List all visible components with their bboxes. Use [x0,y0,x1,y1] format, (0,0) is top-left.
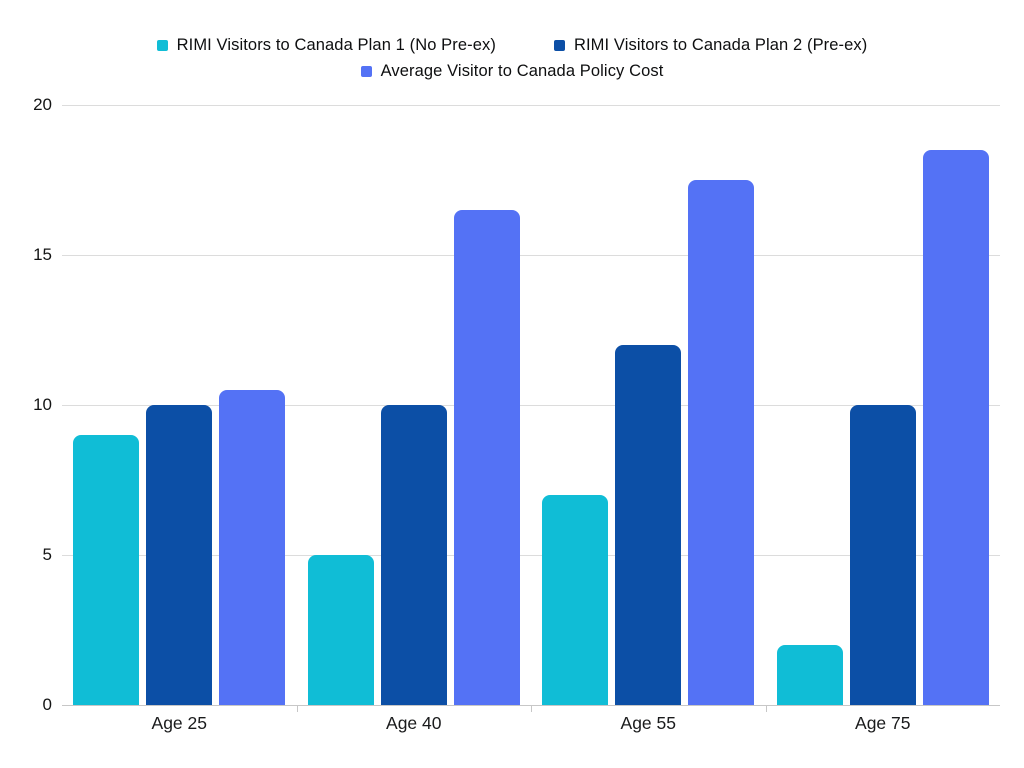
x-axis-tick [765,705,767,712]
gridline-y-10 [62,405,1000,406]
x-axis: Age 25 Age 40 Age 55 Age 75 [62,705,1000,745]
legend-label: RIMI Visitors to Canada Plan 2 (Pre-ex) [573,36,868,54]
x-tick-label-age-25: Age 25 [151,713,207,733]
x-axis-tick [296,705,298,712]
bar-series-1-age-25 [73,435,140,705]
bar-series-2-age-75 [849,405,916,705]
gridline-y-20 [62,105,1000,106]
bar-series-3-age-55 [688,180,755,705]
bar-series-1-age-55 [542,495,609,705]
legend-label: Average Visitor to Canada Policy Cost [380,62,664,80]
y-tick-label-20: 20 [33,95,52,114]
y-tick-label-0: 0 [42,695,52,714]
x-tick-label-age-75: Age 75 [855,713,911,733]
bar-series-3-age-25 [219,390,286,705]
bar-group-age-40 [297,105,532,705]
legend-item-series-2: RIMI Visitors to Canada Plan 2 (Pre-ex) [553,36,868,55]
bar-series-3-age-75 [922,150,989,705]
y-tick-label-10: 10 [33,395,52,414]
legend-swatch-icon [156,40,168,51]
bar-series-2-age-40 [380,405,447,705]
legend-swatch-icon [360,66,372,77]
plot-area [62,105,1000,706]
gridline-y-15 [62,255,1000,256]
y-tick-label-5: 5 [42,545,52,564]
bar-group-age-75 [766,105,1001,705]
chart-legend: RIMI Visitors to Canada Plan 1 (No Pre-e… [62,36,962,81]
bar-series-2-age-55 [615,345,682,705]
x-tick-label-age-40: Age 40 [386,713,442,733]
y-tick-label-15: 15 [33,245,52,264]
bar-group-age-55 [531,105,766,705]
legend-item-series-3: Average Visitor to Canada Policy Cost [360,62,664,81]
bar-groups [62,105,1000,705]
bar-group-age-25 [62,105,297,705]
bar-series-3-age-40 [453,210,520,705]
legend-label: RIMI Visitors to Canada Plan 1 (No Pre-e… [176,36,496,54]
bar-series-2-age-25 [146,405,213,705]
legend-swatch-icon [553,40,565,51]
gridline-y-5 [62,555,1000,556]
legend-item-series-1: RIMI Visitors to Canada Plan 1 (No Pre-e… [156,36,496,55]
x-tick-label-age-55: Age 55 [620,713,676,733]
x-axis-tick [531,705,532,712]
bar-series-1-age-40 [307,555,374,705]
bar-series-1-age-75 [776,645,843,705]
